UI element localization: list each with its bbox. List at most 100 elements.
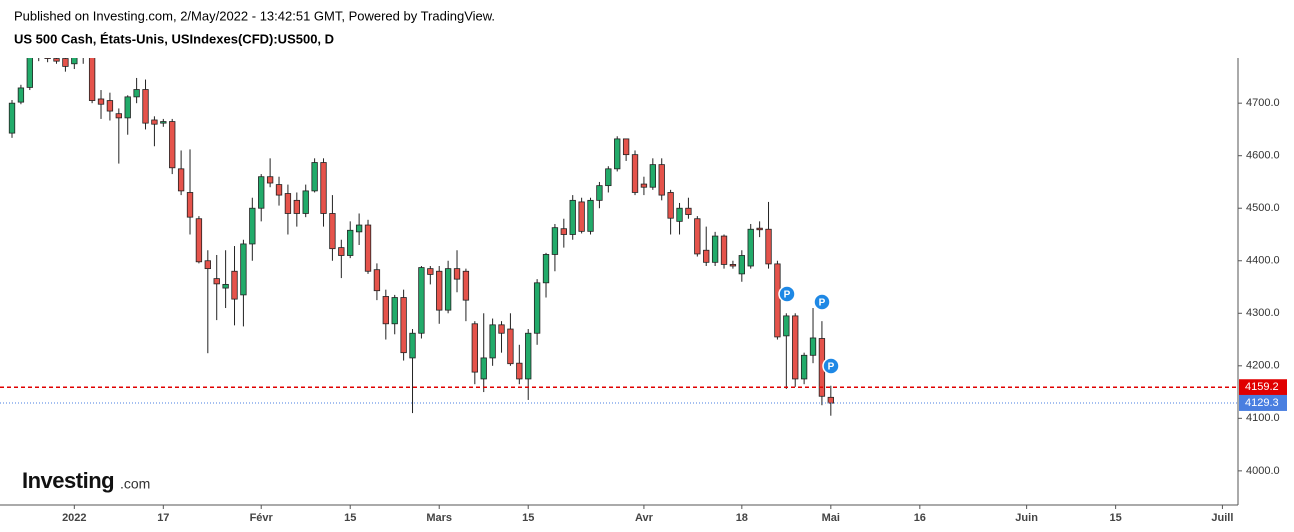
candle-body [186,192,194,218]
candle-body [774,263,781,338]
candle-body [80,53,86,54]
candle-body [338,247,345,256]
x-tick-label: Févr [250,512,274,524]
candle-body [213,278,220,285]
y-tick-label: 4400.0 [1246,255,1280,267]
candle-body [747,228,754,267]
candle-body [169,121,176,169]
candle-body [658,164,665,196]
candle-body [391,297,398,325]
logo-brand: Investing [22,468,114,493]
candle-body [115,113,122,119]
candle-body [329,213,336,250]
candle-body [729,264,737,267]
candle-body [560,228,567,235]
candle-body [142,89,149,124]
candle-body [133,89,140,98]
y-tick-label: 4100.0 [1246,412,1280,424]
candle-body [418,267,425,334]
x-tick-label: Juill [1211,512,1233,524]
candle-body [578,201,585,232]
x-tick-label: 15 [344,512,356,524]
candle-body [364,224,372,272]
x-tick-label: 15 [1109,512,1121,524]
candle-body [507,328,514,365]
event-marker-label: P [819,298,826,309]
candle-body [640,183,648,188]
candle-body [685,207,692,215]
candle-body [792,315,799,380]
candle-body [204,260,211,270]
y-tick-label: 4500.0 [1246,202,1280,214]
price-label-box [1239,379,1287,396]
candle-body [827,396,834,404]
candle-body [533,282,541,334]
x-tick-label: Juin [1015,512,1038,524]
candle-body [711,235,719,263]
y-tick-label: 4000.0 [1246,465,1280,477]
candle-body [320,162,327,214]
candle-body [676,207,683,222]
candle-body [462,270,470,301]
candle-body [373,269,381,292]
event-marker [813,293,831,311]
candle-body [783,315,790,337]
candle-body [160,121,167,124]
candle-body [311,162,318,192]
candle-body [587,199,594,232]
candle-body [97,98,105,105]
candle-body [516,362,523,380]
logo-suffix: .com [120,476,150,492]
candle-body [88,58,96,101]
candle-body [8,102,16,134]
x-tick-label: 2022 [62,512,86,524]
candle-body [36,53,42,56]
candle-body [525,332,532,380]
candle-body [266,176,274,184]
event-marker [822,357,840,375]
price-label: 4159.2 [1245,381,1279,393]
candle-body [195,218,203,263]
candle-body [106,100,114,112]
candle-body [231,270,238,300]
candle-body [409,332,416,359]
x-tick-label: 16 [914,512,926,524]
x-tick-label: 17 [157,512,169,524]
candle-body [649,164,656,188]
candle-body [622,138,630,156]
candle-body [222,283,229,289]
candle-body [124,96,131,119]
candle-body [605,168,612,187]
y-tick-label: 4600.0 [1246,150,1280,162]
x-tick-label: 18 [736,512,748,524]
candle-body [62,58,69,67]
candle-body [453,268,461,280]
candle-body [631,154,639,193]
y-tick-label: 4700.0 [1246,97,1280,109]
candle-body [355,224,363,233]
candle-body [382,296,389,325]
candle-body [240,243,247,296]
event-marker [778,285,796,303]
candle-body [400,297,407,354]
candle-body [703,249,710,263]
candle-body [53,58,60,62]
candle-body [71,58,78,65]
candle-body [800,354,808,380]
x-tick-label: Avr [635,512,654,524]
y-tick-label: 4300.0 [1246,307,1280,319]
candle-body [756,227,763,231]
candle-body [596,185,603,201]
candle-body [284,193,292,214]
candle-body [480,357,487,380]
candle-body [302,190,309,214]
candle-body [489,324,496,359]
candle-body [738,255,745,275]
price-label-box [1239,394,1287,411]
candle-body [667,192,674,219]
candle-body [809,337,817,356]
candle-body [26,58,33,88]
x-tick-label: 15 [522,512,534,524]
candle-body [569,199,576,235]
